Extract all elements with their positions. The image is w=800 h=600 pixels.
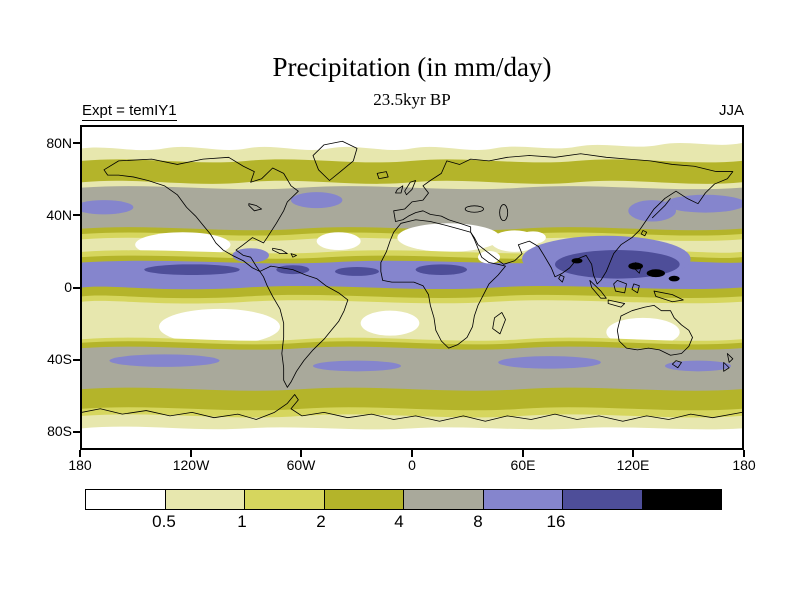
x-tick (300, 450, 302, 457)
x-axis-label: 0 (408, 457, 416, 473)
coastlines (82, 140, 742, 422)
experiment-label: Expt = temIY1 (82, 102, 177, 121)
y-axis-label: 80N (46, 135, 72, 151)
y-tick (73, 214, 80, 216)
x-axis-label: 180 (732, 457, 756, 473)
colorbar-label: 8 (473, 512, 483, 531)
y-axis-label: 40N (46, 207, 72, 223)
page-title: Precipitation (in mm/day) (272, 52, 552, 82)
x-tick (79, 450, 81, 457)
colorbar-label: 0.5 (152, 512, 176, 531)
x-tick (522, 450, 524, 457)
subtitle: 23.5kyr BP (373, 90, 451, 109)
colorbar-label: 2 (316, 512, 326, 531)
colorbar-swatch (165, 490, 245, 509)
y-tick (73, 142, 80, 144)
colorbar (85, 489, 722, 510)
colorbar-swatch (245, 490, 325, 509)
colorbar-swatch (86, 490, 166, 509)
y-axis-label: 40S (47, 351, 72, 367)
x-axis-label: 120E (616, 457, 650, 473)
colorbar-label: 4 (394, 512, 404, 531)
x-axis-label: 180 (68, 457, 92, 473)
x-tick (411, 450, 413, 457)
x-tick (632, 450, 634, 457)
x-tick (743, 450, 745, 457)
contour-fills (82, 127, 742, 448)
colorbar-label: 16 (546, 512, 566, 531)
colorbar-swatch (324, 490, 404, 509)
season-label: JJA (718, 102, 744, 119)
y-tick (73, 287, 80, 289)
colorbar-swatch (642, 490, 721, 509)
y-axis-label: 0 (64, 279, 72, 295)
colorbar-label: 1 (237, 512, 247, 531)
x-axis-label: 60E (510, 457, 536, 473)
colorbar-swatch (483, 490, 563, 509)
x-tick (190, 450, 192, 457)
colorbar-swatch (404, 490, 484, 509)
y-tick (73, 359, 80, 361)
world-map-precipitation (82, 127, 742, 448)
x-axis-label: 60W (286, 457, 316, 473)
x-axis-label: 120W (172, 457, 210, 473)
y-axis-label: 80S (47, 423, 72, 439)
colorbar-swatch (563, 490, 643, 509)
y-tick (73, 431, 80, 433)
map-frame (80, 125, 744, 450)
